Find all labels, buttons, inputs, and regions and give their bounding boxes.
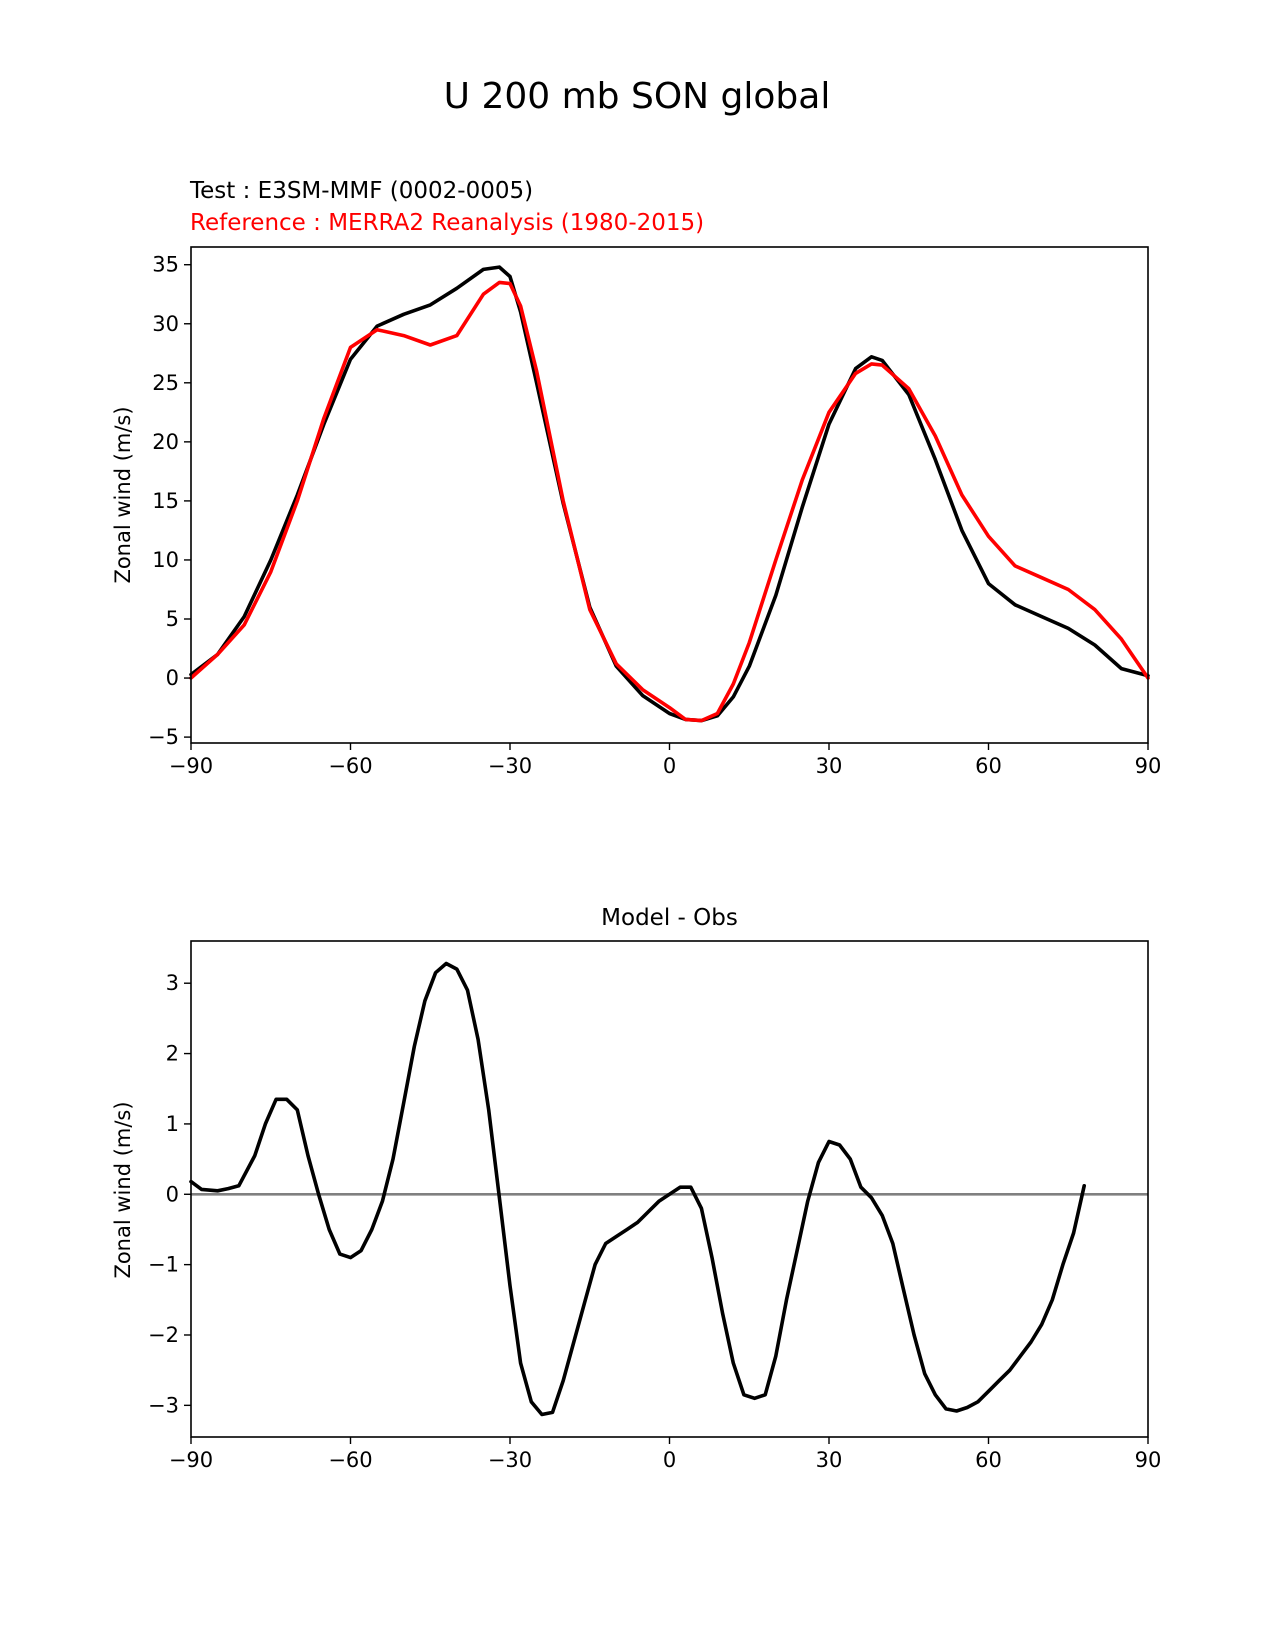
top-x-tick-label: −30 (488, 754, 532, 778)
bottom-panel: Model - Obs −90 −60 −30 0 30 60 90 −3 −2 −1 0 1 2 3 Z… (111, 905, 1161, 1472)
bottom-y-tick-label: −2 (148, 1323, 179, 1347)
top-y-tick-label: −5 (148, 725, 179, 749)
top-y-tick-label: 10 (152, 548, 179, 572)
bottom-x-tick-label: 90 (1135, 1448, 1162, 1472)
top-x-tick-label: 0 (663, 754, 676, 778)
bottom-y-tick-label: −1 (148, 1253, 179, 1277)
top-x-tick-label: −90 (169, 754, 213, 778)
bottom-y-axis-label: Zonal wind (m/s) (111, 1101, 135, 1278)
top-x-tick-label: 90 (1135, 754, 1162, 778)
top-x-tick-label: 30 (816, 754, 843, 778)
top-y-tick-label: 30 (152, 312, 179, 336)
top-y-axis-label: Zonal wind (m/s) (111, 406, 135, 583)
bottom-x-tick-label: −30 (488, 1448, 532, 1472)
top-panel: Test : E3SM-MMF (0002-0005) Reference : … (111, 178, 1161, 778)
top-y-tick-label: 5 (166, 607, 179, 631)
bottom-panel-title: Model - Obs (601, 905, 738, 931)
bottom-x-tick-label: 30 (816, 1448, 843, 1472)
legend-reference-label: Reference : MERRA2 Reanalysis (1980-2015… (190, 210, 704, 236)
top-y-tick-label: 15 (152, 489, 179, 513)
top-y-tick-label: 0 (166, 666, 179, 690)
bottom-y-tick-label: 0 (166, 1182, 179, 1206)
top-y-tick-label: 35 (152, 253, 179, 277)
legend-test-label: Test : E3SM-MMF (0002-0005) (189, 178, 533, 204)
top-y-tick-label: 25 (152, 371, 179, 395)
bottom-x-tick-label: −90 (169, 1448, 213, 1472)
top-series-line-1 (189, 280, 1150, 723)
bottom-x-tick-label: 0 (663, 1448, 676, 1472)
bottom-plot-area: −90 −60 −30 0 30 60 90 −3 −2 −1 0 1 2 3 (148, 940, 1162, 1472)
bottom-x-tick-label: −60 (328, 1448, 372, 1472)
top-x-tick-label: −60 (328, 754, 372, 778)
bottom-y-tick-label: 2 (166, 1042, 179, 1066)
bottom-series-line-0 (189, 961, 1086, 1417)
bottom-x-tick-label: 60 (975, 1448, 1002, 1472)
top-plot-area: −90 −60 −30 0 30 60 90 −5 0 5 10 15 20 25 30 35 (148, 246, 1162, 778)
figure-title: U 200 mb SON global (444, 76, 831, 117)
bottom-y-tick-label: 1 (166, 1112, 179, 1136)
top-y-tick-label: 20 (152, 430, 179, 454)
top-x-tick-label: 60 (975, 754, 1002, 778)
bottom-y-tick-label: −3 (148, 1393, 179, 1417)
bottom-y-tick-label: 3 (166, 971, 179, 995)
